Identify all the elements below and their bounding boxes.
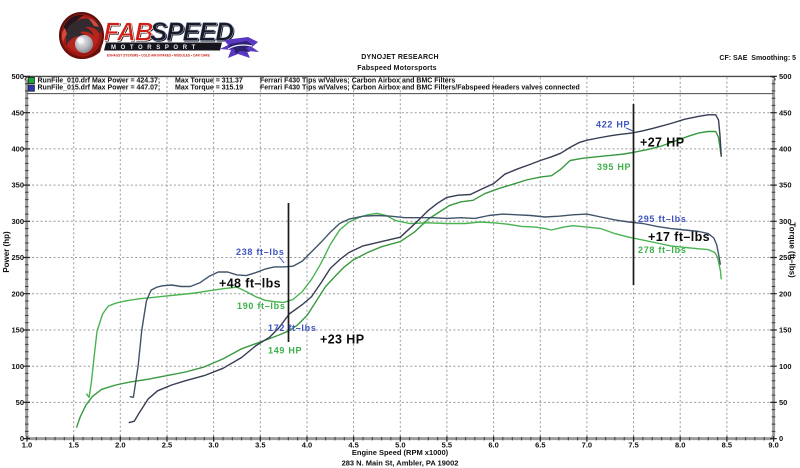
svg-text:450: 450 bbox=[11, 108, 24, 117]
svg-text:RunFile_010.drf Max Power = 42: RunFile_010.drf Max Power = 424.37; bbox=[38, 78, 161, 85]
svg-text:Ferrari F430 Tips w/Valves; Ca: Ferrari F430 Tips w/Valves; Carbon Airbo… bbox=[260, 85, 580, 92]
svg-text:2.5: 2.5 bbox=[162, 440, 172, 449]
svg-text:4.0: 4.0 bbox=[302, 440, 312, 449]
svg-text:238 ft–lbs: 238 ft–lbs bbox=[236, 247, 285, 257]
svg-text:300: 300 bbox=[11, 217, 24, 226]
svg-text:50: 50 bbox=[779, 398, 787, 407]
svg-text:300: 300 bbox=[779, 217, 792, 226]
svg-text:5.0: 5.0 bbox=[395, 440, 405, 449]
svg-text:+27 HP: +27 HP bbox=[640, 136, 684, 150]
svg-text:CF: SAE Smoothing: 5: CF: SAE Smoothing: 5 bbox=[719, 55, 796, 62]
svg-text:3.0: 3.0 bbox=[208, 440, 218, 449]
svg-text:+48 ft–lbs: +48 ft–lbs bbox=[219, 277, 281, 291]
svg-text:Engine Speed (RPM x1000): Engine Speed (RPM x1000) bbox=[352, 448, 449, 457]
svg-text:8.5: 8.5 bbox=[722, 440, 732, 449]
svg-text:+23 HP: +23 HP bbox=[320, 333, 364, 347]
svg-text:FAB: FAB bbox=[104, 17, 153, 47]
svg-text:422 HP: 422 HP bbox=[596, 120, 630, 130]
svg-text:500: 500 bbox=[11, 72, 24, 81]
svg-text:278 ft–lbs: 278 ft–lbs bbox=[638, 245, 687, 255]
svg-text:MOTORSPORT: MOTORSPORT bbox=[111, 45, 200, 51]
svg-text:0: 0 bbox=[779, 434, 783, 443]
svg-text:450: 450 bbox=[779, 108, 792, 117]
svg-text:8.0: 8.0 bbox=[675, 440, 685, 449]
svg-text:7.0: 7.0 bbox=[582, 440, 592, 449]
svg-text:7.5: 7.5 bbox=[628, 440, 638, 449]
svg-text:Torque (ft–lbs): Torque (ft–lbs) bbox=[788, 222, 797, 278]
svg-text:172 ft–lbs: 172 ft–lbs bbox=[268, 323, 317, 333]
svg-text:0: 0 bbox=[20, 434, 24, 443]
svg-text:400: 400 bbox=[11, 145, 24, 154]
svg-text:6.0: 6.0 bbox=[488, 440, 498, 449]
svg-text:RunFile_015.drf Max Power = 44: RunFile_015.drf Max Power = 447.07; bbox=[38, 85, 161, 92]
svg-text:DYNOJET RESEARCH: DYNOJET RESEARCH bbox=[361, 54, 439, 61]
svg-text:6.5: 6.5 bbox=[535, 440, 545, 449]
svg-text:190 ft–lbs: 190 ft–lbs bbox=[237, 301, 286, 311]
svg-text:200: 200 bbox=[779, 289, 792, 298]
svg-text:100: 100 bbox=[779, 362, 792, 371]
svg-text:50: 50 bbox=[16, 398, 24, 407]
svg-text:3.5: 3.5 bbox=[255, 440, 265, 449]
svg-text:Max Torque = 311.37: Max Torque = 311.37 bbox=[175, 78, 243, 85]
svg-text:9.0: 9.0 bbox=[768, 440, 778, 449]
svg-text:EXHAUST SYSTEMS • COLD AIR INT: EXHAUST SYSTEMS • COLD AIR INTAKES • MOD… bbox=[107, 54, 210, 58]
svg-text:250: 250 bbox=[11, 253, 24, 262]
svg-text:2.0: 2.0 bbox=[115, 440, 125, 449]
svg-text:150: 150 bbox=[779, 326, 792, 335]
svg-text:5.5: 5.5 bbox=[442, 440, 452, 449]
svg-text:283 N. Main St, Ambler, PA 190: 283 N. Main St, Ambler, PA 19002 bbox=[342, 459, 459, 468]
svg-text:295 ft–lbs: 295 ft–lbs bbox=[638, 214, 687, 224]
svg-text:250: 250 bbox=[779, 253, 792, 262]
svg-text:Ferrari F430 Tips w/Valves; Ca: Ferrari F430 Tips w/Valves; Carbon Airbo… bbox=[260, 78, 455, 85]
svg-text:Power (hp): Power (hp) bbox=[2, 231, 11, 273]
svg-text:1.5: 1.5 bbox=[68, 440, 78, 449]
svg-text:149 HP: 149 HP bbox=[268, 346, 302, 356]
svg-text:100: 100 bbox=[11, 362, 24, 371]
svg-text:1.0: 1.0 bbox=[22, 440, 32, 449]
svg-text:+17 ft–lbs: +17 ft–lbs bbox=[648, 230, 710, 244]
svg-text:4.5: 4.5 bbox=[348, 440, 358, 449]
svg-text:395 HP: 395 HP bbox=[597, 162, 631, 172]
svg-text:400: 400 bbox=[779, 145, 792, 154]
svg-text:200: 200 bbox=[11, 289, 24, 298]
svg-text:500: 500 bbox=[779, 72, 792, 81]
svg-text:350: 350 bbox=[779, 181, 792, 190]
svg-text:150: 150 bbox=[11, 326, 24, 335]
svg-text:Max Torque = 315.19: Max Torque = 315.19 bbox=[175, 85, 243, 92]
svg-text:SPEED: SPEED bbox=[150, 17, 234, 47]
svg-text:Fabspeed Motorsports: Fabspeed Motorsports bbox=[357, 65, 436, 72]
svg-text:350: 350 bbox=[11, 181, 24, 190]
